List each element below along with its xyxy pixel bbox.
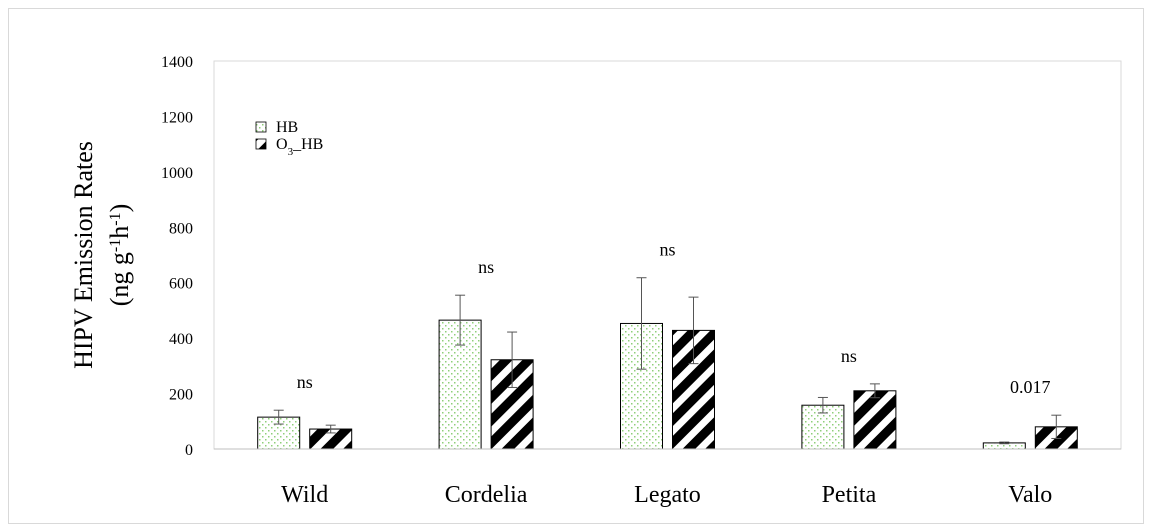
legend-swatch-o3hb xyxy=(255,138,267,150)
y-tick-label: 800 xyxy=(169,220,193,237)
significance-label: ns xyxy=(297,372,313,392)
legend: HB O3_HB xyxy=(255,119,323,158)
y-axis-label: HIPV Emission Rates (ng g-1h-1) xyxy=(69,141,134,369)
chart-frame xyxy=(8,8,1144,524)
significance-label: 0.017 xyxy=(1010,377,1051,397)
error-bars xyxy=(273,277,1062,445)
legend-label-o3hb: O3_HB xyxy=(276,136,323,158)
x-category-label: Petita xyxy=(822,482,877,508)
significance-label: ns xyxy=(841,346,857,366)
bar-o3hb xyxy=(853,390,897,450)
y-tick-label: 600 xyxy=(169,276,193,293)
y-tick-label: 1200 xyxy=(161,109,193,126)
annotations: ns ns ns ns 0.017 xyxy=(297,240,1051,397)
significance-label: ns xyxy=(659,240,675,260)
y-axis-label-line1: HIPV Emission Rates xyxy=(69,141,98,369)
bars xyxy=(257,319,1078,450)
y-tick-label: 0 xyxy=(185,442,193,459)
x-axis-categories: Wild Cordelia Legato Petita Valo xyxy=(281,482,1052,508)
x-category-label: Cordelia xyxy=(445,482,528,508)
significance-label: ns xyxy=(478,257,494,277)
y-axis-ticks: 0 200 400 600 800 1000 1200 1400 xyxy=(161,54,193,459)
legend-label-hb: HB xyxy=(276,119,298,136)
y-tick-label: 400 xyxy=(169,331,193,348)
y-axis-label-line2: (ng g-1h-1) xyxy=(105,204,134,307)
y-tick-label: 1000 xyxy=(161,165,193,182)
legend-swatch-hb xyxy=(255,121,267,133)
y-tick-label: 200 xyxy=(169,387,193,404)
x-category-label: Wild xyxy=(281,482,328,508)
y-tick-label: 1400 xyxy=(161,54,193,71)
x-category-label: Legato xyxy=(634,482,701,508)
x-category-label: Valo xyxy=(1008,482,1052,508)
